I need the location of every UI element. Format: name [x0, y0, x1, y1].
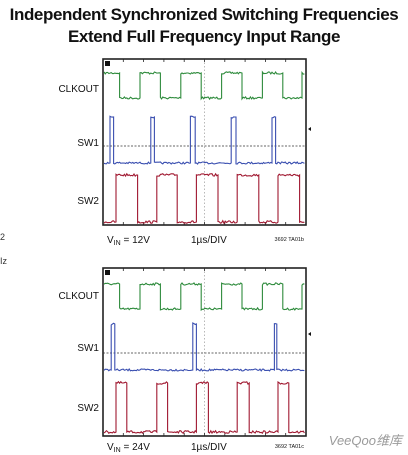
timebase-label: 1µs/DIV [191, 442, 227, 453]
figure-code: 3692 TA01b [275, 237, 304, 243]
channel-label-sw2: SW2 [77, 403, 99, 414]
channel-offset-marker [308, 332, 311, 336]
vin-label: VIN = 12V [107, 235, 150, 247]
sw1-trace [103, 115, 305, 165]
sw2-trace [103, 380, 305, 435]
trigger-marker [105, 61, 110, 66]
clkout-trace [103, 282, 305, 312]
channel-label-clkout: CLKOUT [58, 84, 99, 95]
sw1-trace [103, 322, 305, 372]
timebase-label: 1µs/DIV [191, 235, 227, 246]
scope-svg-24v: CLKOUT SW1 SW2 VIN = 24V 1µs/DIV 3692 TA01c [58, 267, 311, 454]
trigger-marker [105, 270, 110, 275]
vin-label: VIN = 24V [107, 442, 150, 454]
channel-label-sw1: SW1 [77, 343, 99, 354]
oscilloscope-plot-12v: CLKOUT SW1 SW2 VIN = 12V 1µs/DIV 3692 TA01b [0, 55, 408, 255]
channel-label-clkout: CLKOUT [58, 291, 99, 302]
sw2-trace [103, 172, 305, 225]
clkout-trace [103, 70, 305, 101]
edge-fragment-a: 2 [0, 232, 6, 242]
channel-label-sw1: SW1 [77, 138, 99, 149]
scope-svg-12v: CLKOUT SW1 SW2 VIN = 12V 1µs/DIV 3692 TA01b [58, 58, 311, 247]
watermark: VeeQoo维库 [328, 433, 402, 448]
chart-title-line2: Extend Full Frequency Input Range [67, 27, 341, 46]
figure-code: 3692 TA01c [275, 444, 304, 450]
channel-label-sw2: SW2 [77, 196, 99, 207]
channel-offset-marker [308, 127, 311, 131]
chart-title-line1: Independent Synchronized Switching Frequ… [9, 5, 399, 24]
edge-fragment-b: Iz [0, 256, 8, 266]
oscilloscope-plot-24v: CLKOUT SW1 SW2 VIN = 24V 1µs/DIV 3692 TA01c [0, 264, 408, 455]
